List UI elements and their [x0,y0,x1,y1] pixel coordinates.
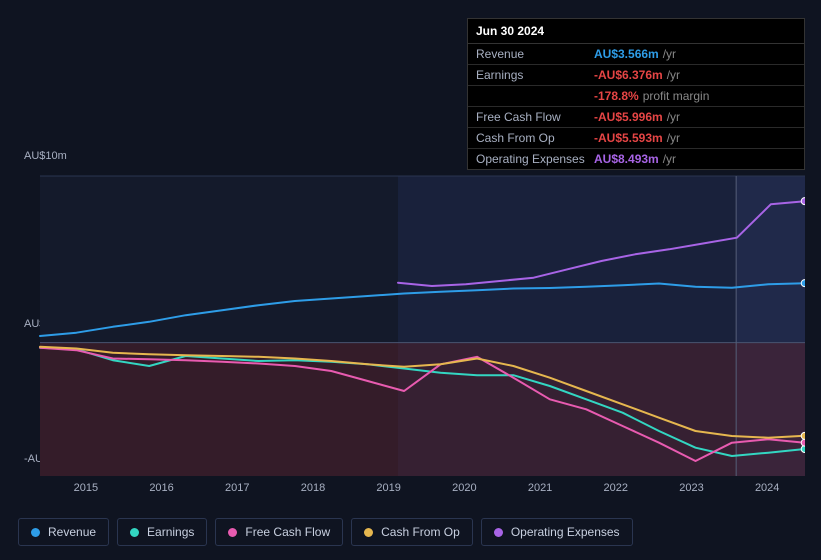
tooltip-value: -178.8% [594,89,639,103]
x-axis-tick: 2017 [199,482,275,494]
x-axis-tick: 2023 [654,482,730,494]
legend-dot [130,528,139,537]
tooltip-suffix: /yr [667,68,680,82]
legend-dot [228,528,237,537]
tooltip-row: Free Cash Flow-AU$5.996m/yr [468,107,804,128]
tooltip-suffix: /yr [663,47,676,61]
tooltip-suffix: /yr [667,110,680,124]
tooltip-value: AU$3.566m [594,47,659,61]
tooltip-row: RevenueAU$3.566m/yr [468,44,804,65]
x-axis-tick: 2020 [427,482,503,494]
tooltip-label: Earnings [476,68,594,82]
x-axis-tick: 2016 [124,482,200,494]
tooltip-label: Cash From Op [476,131,594,145]
legend-label: Cash From Op [381,525,460,539]
tooltip-label: Revenue [476,47,594,61]
tooltip-suffix: profit margin [643,89,710,103]
chart-legend: Revenue Earnings Free Cash Flow Cash From O… [18,518,633,546]
chart-container: { "tooltip": { "date": "Jun 30 2024", "r… [0,0,821,560]
tooltip-suffix: /yr [667,131,680,145]
legend-label: Operating Expenses [511,525,620,539]
legend-label: Revenue [48,525,96,539]
tooltip-date: Jun 30 2024 [468,19,804,44]
line-chart[interactable] [18,158,805,478]
legend-item[interactable]: Free Cash Flow [215,518,343,546]
tooltip-value: -AU$6.376m [594,68,663,82]
x-axis-tick: 2022 [578,482,654,494]
x-axis: 2015201620172018201920202021202220232024 [18,482,805,494]
tooltip-row: -178.8% profit margin [468,86,804,107]
legend-dot [494,528,503,537]
legend-label: Free Cash Flow [245,525,330,539]
tooltip-row: Earnings-AU$6.376m/yr [468,65,804,86]
x-axis-tick: 2018 [275,482,351,494]
x-axis-tick: 2019 [351,482,427,494]
tooltip-value: -AU$5.593m [594,131,663,145]
chart-tooltip: Jun 30 2024 RevenueAU$3.566m/yrEarnings-… [467,18,805,170]
x-axis-tick: 2015 [48,482,124,494]
legend-item[interactable]: Operating Expenses [481,518,633,546]
legend-label: Earnings [147,525,194,539]
legend-item[interactable]: Earnings [117,518,207,546]
legend-dot [364,528,373,537]
tooltip-label [476,89,594,103]
legend-item[interactable]: Revenue [18,518,109,546]
legend-dot [31,528,40,537]
tooltip-row: Cash From Op-AU$5.593m/yr [468,128,804,149]
tooltip-label: Free Cash Flow [476,110,594,124]
x-axis-tick: 2021 [502,482,578,494]
legend-item[interactable]: Cash From Op [351,518,473,546]
tooltip-value: -AU$5.996m [594,110,663,124]
x-axis-tick: 2024 [729,482,805,494]
